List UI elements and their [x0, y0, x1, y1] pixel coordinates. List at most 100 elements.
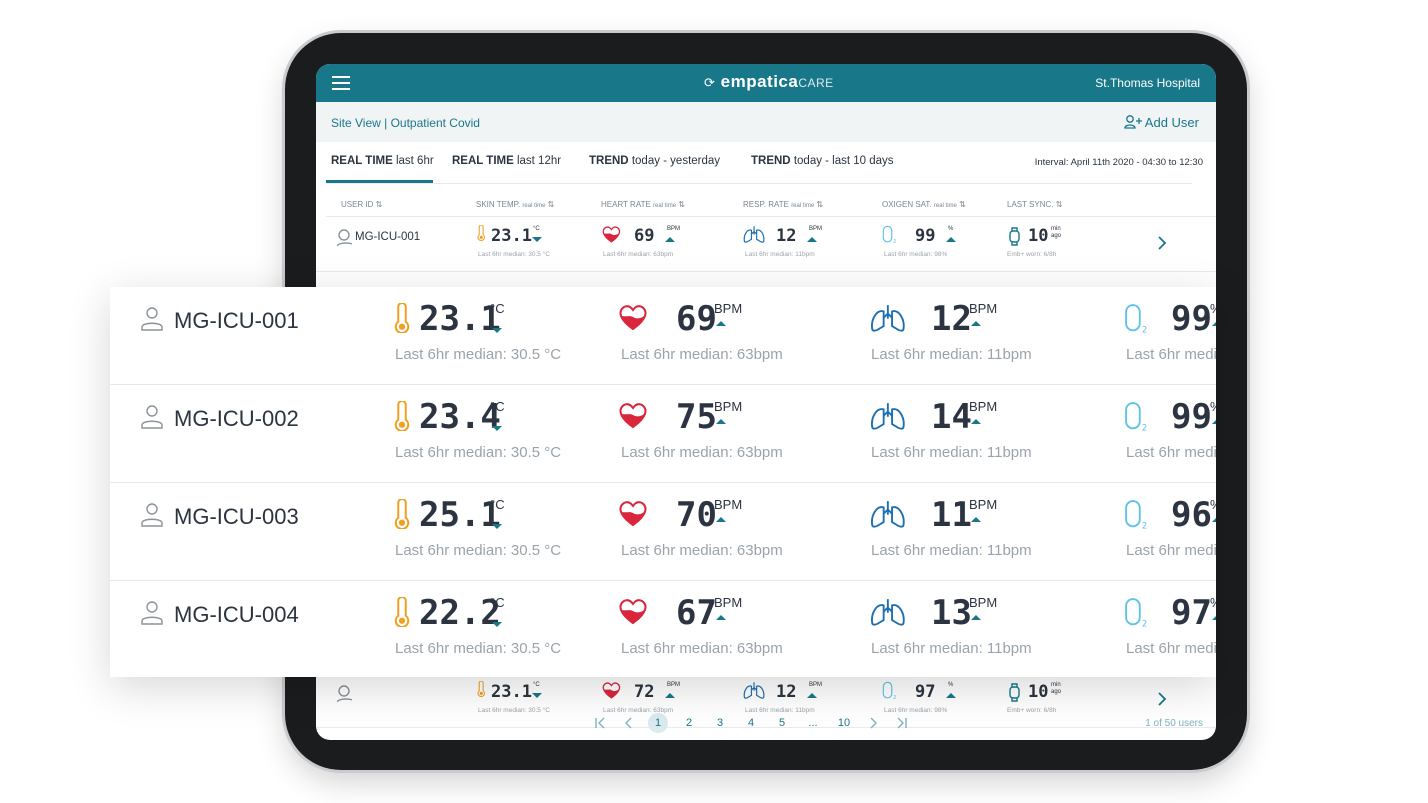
page-number[interactable]: ...: [808, 717, 818, 729]
column-header[interactable]: OXIGEN SAT. real time ⇅: [882, 200, 966, 209]
temp-value: 23.1: [491, 226, 532, 246]
column-header[interactable]: RESP. RATE real time ⇅: [743, 200, 824, 209]
hr-trend: [716, 321, 726, 326]
tab[interactable]: TREND today - yesterday: [589, 155, 720, 167]
first-page[interactable]: [594, 717, 606, 729]
svg-text:2: 2: [1142, 520, 1147, 530]
rr-median: Last 6hr median: 11bpm: [745, 251, 815, 258]
ox-unit: %: [1210, 497, 1216, 512]
temp-icon: [394, 499, 410, 529]
temp-unit: °C: [533, 682, 540, 688]
user-icon: [336, 229, 352, 246]
temp-value: 23.1: [491, 682, 532, 702]
hr-median: Last 6hr median: 63bpm: [621, 444, 783, 461]
add-user-button[interactable]: Add User: [1124, 115, 1199, 130]
next-page[interactable]: [867, 717, 879, 729]
temp-median: Last 6hr median: 30.5 °C: [478, 707, 550, 714]
hospital-name: St.Thomas Hospital: [1095, 76, 1200, 90]
rr-icon: [871, 501, 905, 528]
breadcrumb[interactable]: Site View | Outpatient Covid: [331, 116, 480, 130]
rr-unit: BPM: [809, 226, 823, 232]
rr-unit: BPM: [969, 497, 998, 512]
sync-icon: [1009, 683, 1020, 702]
ox-trend: [946, 237, 956, 242]
user-icon: [336, 685, 352, 702]
page-number[interactable]: 3: [716, 717, 724, 729]
tab-rest: today - last 10 days: [793, 155, 894, 167]
menu-icon[interactable]: [332, 75, 350, 91]
page-number[interactable]: 2: [685, 717, 693, 729]
ox-trend: [1212, 420, 1216, 424]
page-number[interactable]: 1: [648, 713, 668, 733]
column-name: OXIGEN SAT.: [882, 200, 932, 209]
page-number[interactable]: 5: [778, 717, 786, 729]
column-header[interactable]: SKIN TEMP. real time ⇅: [476, 200, 555, 209]
rr-trend: [971, 615, 981, 620]
ox-unit: %: [1210, 399, 1216, 414]
ox-unit: %: [1210, 595, 1216, 610]
prev-page[interactable]: [623, 717, 635, 729]
user-id: MG-ICU-003: [174, 504, 299, 529]
column-header[interactable]: HEART RATE real time ⇅: [601, 200, 685, 209]
sync-value: 10: [1028, 682, 1049, 702]
rr-icon: [871, 403, 905, 430]
rr-icon: [871, 305, 905, 332]
hr-median: Last 6hr median: 63bpm: [621, 542, 783, 559]
temp-median: Last 6hr median: 30.5 °C: [478, 251, 550, 258]
svg-text:2: 2: [893, 239, 896, 244]
temp-trend: [492, 524, 502, 529]
page-number[interactable]: 4: [747, 717, 755, 729]
user-id: MG-ICU-001: [174, 308, 299, 333]
ox-trend: [946, 693, 956, 698]
rr-median: Last 6hr median: 11bpm: [871, 542, 1032, 559]
hr-value: 75: [676, 397, 717, 437]
rr-median: Last 6hr median: 11bpm: [871, 640, 1032, 657]
column-name: SKIN TEMP.: [476, 200, 521, 209]
hr-median: Last 6hr median: 63bpm: [621, 640, 783, 657]
ox-value: 97: [1171, 593, 1212, 633]
rr-value: 12: [776, 682, 797, 702]
hr-unit: BPM: [714, 301, 743, 316]
svg-text:2: 2: [893, 695, 896, 700]
page-number[interactable]: 10: [837, 717, 851, 729]
ox-unit: %: [1210, 301, 1216, 316]
ox-value: 97: [915, 682, 936, 702]
rr-value: 12: [776, 226, 797, 246]
row-chevron[interactable]: [1157, 235, 1167, 251]
temp-icon: [477, 681, 485, 698]
sync-value: 10: [1028, 226, 1049, 246]
ox-unit: %: [948, 682, 954, 688]
ox-median: Last 6hr median: [1126, 444, 1216, 461]
column-header[interactable]: LAST SYNC. ⇅: [1007, 200, 1063, 209]
ox-value: 99: [915, 226, 936, 246]
sync-worn: Emb+ worn: 6/8h: [1007, 707, 1057, 714]
tab-bold: REAL TIME: [452, 155, 514, 167]
ox-median: Last 6hr median: 98%: [884, 707, 948, 714]
rr-icon: [743, 682, 765, 699]
tab-underline: [326, 180, 433, 183]
interval: Interval: April 11th 2020 - 04:30 to 12:…: [1034, 157, 1203, 168]
sync-unit-min: min: [1051, 682, 1061, 688]
tab[interactable]: REAL TIME last 12hr: [452, 155, 561, 167]
row-chevron[interactable]: [1157, 691, 1167, 707]
hr-icon: [619, 403, 647, 429]
column-sub: real time: [522, 203, 546, 209]
hr-unit: BPM: [714, 497, 743, 512]
tab[interactable]: TREND today - last 10 days: [751, 155, 894, 167]
temp-trend: [492, 328, 502, 333]
tab-bold: TREND: [751, 155, 791, 167]
column-sub: real time: [791, 203, 815, 209]
temp-median: Last 6hr median: 30.5 °C: [395, 640, 562, 657]
hr-trend: [716, 419, 726, 424]
last-page[interactable]: [896, 717, 908, 729]
rr-trend: [971, 419, 981, 424]
rr-median: Last 6hr median: 11bpm: [745, 707, 815, 714]
column-header[interactable]: USER ID ⇅: [341, 200, 383, 209]
user-count: 1 of 50 users: [1145, 718, 1203, 729]
tab-rest: last 12hr: [516, 155, 562, 167]
temp-median: Last 6hr median: 30.5 °C: [395, 542, 562, 559]
ox-icon: 2: [1125, 402, 1147, 432]
row-divider: [110, 384, 1216, 385]
tab[interactable]: REAL TIME last 6hr: [331, 155, 434, 167]
